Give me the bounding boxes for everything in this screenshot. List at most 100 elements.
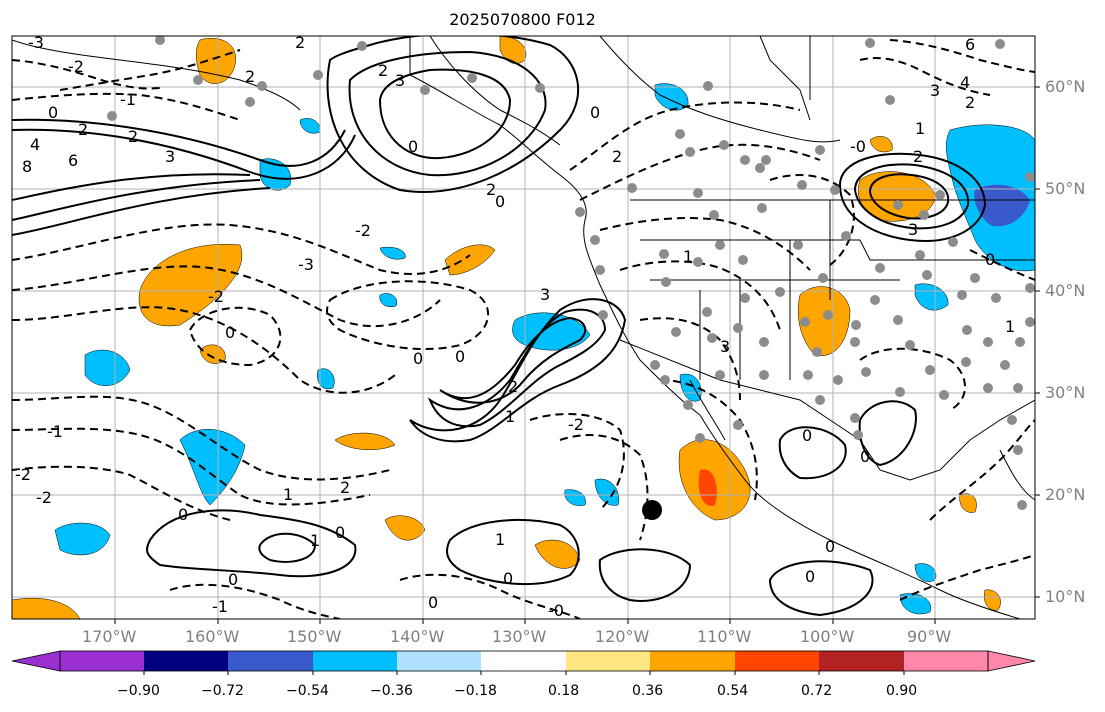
svg-text:1: 1 bbox=[310, 531, 320, 550]
lon-label: 150°W bbox=[287, 627, 342, 646]
station-dots bbox=[107, 36, 1035, 510]
colorbar bbox=[11, 650, 1036, 675]
svg-text:1: 1 bbox=[915, 119, 925, 138]
svg-text:-1: -1 bbox=[212, 597, 228, 616]
svg-text:0: 0 bbox=[860, 447, 870, 466]
svg-text:2: 2 bbox=[378, 61, 388, 80]
svg-text:0: 0 bbox=[225, 323, 235, 342]
shade-orange bbox=[797, 286, 851, 357]
contours-solid bbox=[12, 36, 987, 617]
svg-text:2: 2 bbox=[128, 127, 138, 146]
svg-text:3: 3 bbox=[395, 71, 405, 90]
shade-blue bbox=[379, 246, 406, 260]
svg-text:0: 0 bbox=[48, 103, 58, 122]
svg-text:-3: -3 bbox=[298, 255, 314, 274]
shade-blue bbox=[179, 429, 246, 506]
colorbar-tick-label: 0.72 bbox=[801, 683, 833, 699]
map-frame bbox=[11, 35, 1036, 620]
axis-ticks bbox=[114, 86, 1040, 624]
svg-text:0: 0 bbox=[335, 523, 345, 542]
svg-text:-1: -1 bbox=[120, 90, 136, 109]
svg-text:3: 3 bbox=[908, 220, 918, 239]
colorbar-tick-label: 0.54 bbox=[717, 683, 749, 699]
colorbar-segment bbox=[144, 651, 228, 671]
lon-label: 130°W bbox=[492, 627, 547, 646]
svg-text:0: 0 bbox=[408, 137, 418, 156]
lat-label: 40°N bbox=[1045, 281, 1086, 300]
colorbar-segment bbox=[735, 651, 819, 671]
svg-text:2: 2 bbox=[965, 93, 975, 112]
svg-text:0: 0 bbox=[413, 349, 423, 368]
svg-text:0: 0 bbox=[503, 569, 513, 588]
colorbar-segment bbox=[819, 651, 904, 671]
svg-text:0: 0 bbox=[495, 192, 505, 211]
svg-text:3: 3 bbox=[720, 337, 730, 356]
svg-text:-3: -3 bbox=[28, 33, 44, 52]
colorbar-segment bbox=[481, 651, 566, 671]
shade-darkblue bbox=[974, 184, 1030, 227]
svg-text:-1: -1 bbox=[47, 422, 63, 441]
shade-orange bbox=[984, 589, 1001, 611]
svg-text:2: 2 bbox=[78, 120, 88, 139]
lat-label: 50°N bbox=[1045, 179, 1086, 198]
svg-text:2: 2 bbox=[340, 478, 350, 497]
svg-text:1: 1 bbox=[495, 530, 505, 549]
lon-label: 140°W bbox=[390, 627, 445, 646]
colorbar-segment bbox=[60, 651, 144, 671]
svg-text:0: 0 bbox=[428, 593, 438, 612]
svg-text:-2: -2 bbox=[568, 415, 584, 434]
lon-label: 90°W bbox=[907, 627, 952, 646]
svg-text:8: 8 bbox=[22, 157, 32, 176]
shade-orange bbox=[384, 515, 426, 541]
svg-text:2: 2 bbox=[486, 180, 496, 199]
shade-blue bbox=[564, 489, 586, 506]
svg-text:6: 6 bbox=[965, 35, 975, 54]
svg-text:3: 3 bbox=[930, 81, 940, 100]
shade-red bbox=[698, 469, 717, 506]
svg-text:0: 0 bbox=[590, 103, 600, 122]
colorbar-tick-label: 0.18 bbox=[548, 683, 580, 699]
shade-orange bbox=[869, 136, 893, 153]
svg-text:1: 1 bbox=[505, 407, 515, 426]
colorbar-segment bbox=[566, 651, 650, 671]
svg-text:0: 0 bbox=[178, 505, 188, 524]
colorbar-tick-label: 0.90 bbox=[886, 683, 918, 699]
svg-text:-2: -2 bbox=[208, 287, 224, 306]
svg-text:3: 3 bbox=[165, 147, 175, 166]
lat-label: 30°N bbox=[1045, 383, 1086, 402]
svg-text:0: 0 bbox=[805, 567, 815, 586]
svg-text:-2: -2 bbox=[355, 221, 371, 240]
svg-text:0: 0 bbox=[985, 250, 995, 269]
shade-blue bbox=[594, 478, 620, 506]
svg-text:-2: -2 bbox=[36, 488, 52, 507]
svg-text:2: 2 bbox=[295, 33, 305, 52]
map-title: 2025070800 F012 bbox=[449, 10, 596, 29]
shade-orange bbox=[534, 539, 581, 569]
colorbar-segment bbox=[313, 651, 397, 671]
svg-text:-0: -0 bbox=[548, 601, 564, 620]
shade-orange bbox=[199, 344, 226, 364]
svg-text:0: 0 bbox=[802, 426, 812, 445]
svg-text:0: 0 bbox=[455, 347, 465, 366]
lat-label: 20°N bbox=[1045, 485, 1086, 504]
svg-text:-0: -0 bbox=[850, 137, 866, 156]
storm-center-marker bbox=[642, 500, 662, 520]
svg-text:3: 3 bbox=[540, 285, 550, 304]
svg-text:0: 0 bbox=[228, 570, 238, 589]
svg-text:2: 2 bbox=[612, 147, 622, 166]
lon-label: 120°W bbox=[595, 627, 650, 646]
colorbar-segment bbox=[650, 651, 735, 671]
colorbar-segment bbox=[228, 651, 313, 671]
contours-dashed bbox=[12, 39, 1035, 619]
svg-text:1: 1 bbox=[683, 247, 693, 266]
colorbar-tick-label: −0.72 bbox=[201, 683, 244, 699]
svg-text:2: 2 bbox=[508, 377, 518, 396]
colorbar-segment bbox=[397, 651, 481, 671]
colorbar-tick-label: −0.54 bbox=[286, 683, 329, 699]
svg-text:2: 2 bbox=[245, 67, 255, 86]
svg-text:0: 0 bbox=[825, 537, 835, 556]
colorbar-max-extension bbox=[987, 650, 1036, 672]
lat-label: 60°N bbox=[1045, 77, 1086, 96]
shade-blue bbox=[379, 293, 398, 307]
